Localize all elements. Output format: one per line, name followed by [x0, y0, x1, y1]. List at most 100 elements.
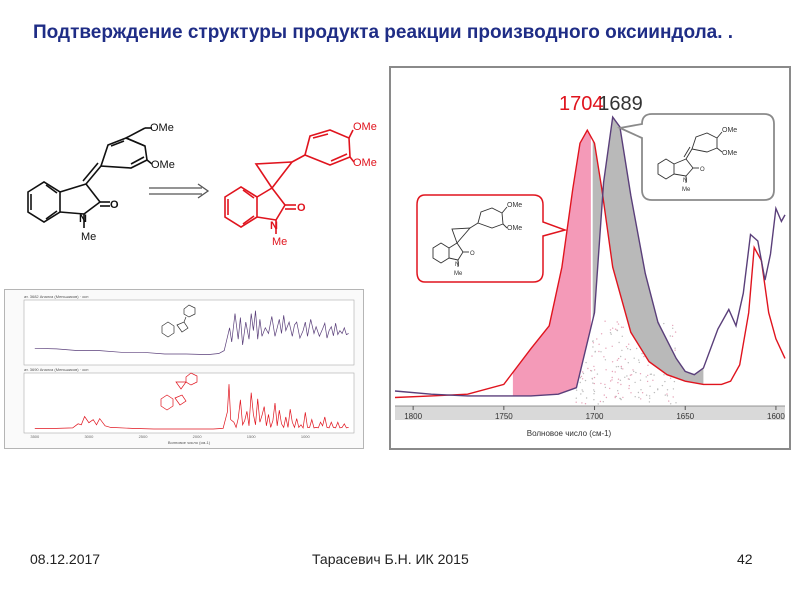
noise-dot — [635, 371, 637, 374]
noise-dot — [618, 341, 620, 344]
noise-dot — [633, 357, 635, 359]
noise-dot — [575, 401, 577, 403]
small-x-tick-label: 3500 — [30, 434, 40, 439]
small-x-tick-label: 3000 — [84, 434, 94, 439]
small-x-tick-label: 2000 — [193, 434, 203, 439]
gray-difference-fill — [592, 117, 704, 385]
mini-reactant-sketch — [161, 304, 196, 338]
noise-dot — [668, 400, 670, 402]
full-spectrum-xlabel: Волновое число (см-1) — [168, 440, 211, 445]
noise-dot — [581, 402, 583, 404]
x-tick-label: 1800 — [404, 412, 422, 421]
noise-dot — [592, 382, 594, 384]
noise-dot — [625, 346, 628, 348]
noise-dot — [592, 342, 595, 344]
noise-dot — [628, 387, 630, 390]
x-tick-label: 1700 — [586, 412, 604, 421]
noise-dot — [611, 361, 614, 363]
noise-dot — [605, 396, 608, 399]
noise-dot — [624, 376, 626, 378]
noise-dot — [666, 389, 669, 391]
noise-dot — [575, 397, 577, 399]
noise-dot — [620, 355, 622, 358]
noise-dot — [672, 396, 674, 398]
noise-dot — [622, 396, 624, 399]
full-spectrum-ticks: 3500 3000 2500 2000 1500 1000 — [30, 434, 310, 439]
footer-date: 08.12.2017 — [30, 551, 101, 567]
noise-dot — [611, 345, 613, 347]
noise-dot — [593, 399, 595, 401]
noise-dot — [605, 347, 607, 349]
noise-dot — [603, 394, 605, 396]
noise-dot — [621, 335, 623, 337]
noise-dot — [611, 376, 613, 379]
noise-dot — [649, 397, 651, 399]
noise-dot — [575, 389, 578, 391]
noise-dot — [593, 382, 595, 385]
noise-dot — [611, 379, 613, 381]
noise-dot — [599, 400, 602, 403]
noise-dot — [629, 374, 632, 376]
noise-dot — [600, 351, 602, 353]
product-ome-1: OMe — [353, 121, 377, 133]
noise-dot — [593, 393, 595, 395]
noise-dot — [592, 346, 594, 348]
noise-dot — [602, 401, 604, 403]
noise-dot — [672, 327, 674, 329]
noise-dot — [639, 379, 642, 381]
noise-dot — [617, 382, 619, 384]
noise-dot — [616, 329, 619, 332]
noise-dot — [582, 371, 584, 373]
panel2-header: ат. 3690 Анализ (Меньшиков) · осн — [24, 367, 89, 372]
noise-dot — [622, 326, 624, 328]
noise-dot — [636, 347, 638, 350]
noise-dot — [616, 321, 618, 323]
noise-dot — [604, 320, 606, 322]
noise-dot — [640, 398, 642, 400]
noise-dot — [637, 391, 640, 394]
noise-dot — [670, 403, 672, 405]
noise-dot — [597, 403, 599, 405]
noise-dot — [614, 328, 617, 330]
full-spectrum-chart: ат. 3682 Анализ (Меньшиков) · осн ат. 36… — [4, 289, 364, 449]
noise-dot — [604, 383, 606, 386]
reactant-carbonyl-o: O — [110, 199, 119, 211]
noise-dot — [620, 383, 622, 386]
noise-dot — [615, 366, 618, 368]
noise-dot — [617, 357, 620, 360]
noise-dot — [649, 385, 651, 387]
noise-dot — [580, 375, 583, 378]
full-spectrum-series — [34, 310, 349, 430]
noise-dot — [610, 333, 612, 335]
reactant-callout-me: Me — [682, 187, 691, 193]
noise-dot — [617, 392, 620, 395]
noise-dot — [639, 373, 642, 375]
noise-dot — [579, 377, 582, 379]
noise-dot — [646, 380, 649, 383]
noise-dot — [581, 378, 584, 380]
reactant-ome-1: OMe — [150, 122, 174, 134]
x-tick-label: 1600 — [767, 412, 785, 421]
noise-dot — [584, 403, 587, 405]
noise-dot — [593, 369, 596, 371]
pink-difference-fill — [512, 130, 591, 396]
noise-dot — [591, 377, 593, 380]
x-axis-bar — [395, 406, 785, 420]
small-x-tick-label: 2500 — [139, 434, 149, 439]
noise-dot — [634, 381, 636, 384]
noise-dot — [616, 359, 619, 361]
noise-dot — [674, 349, 676, 351]
noise-dot — [609, 380, 612, 382]
noise-dot — [585, 397, 588, 399]
noise-dot — [593, 390, 596, 393]
noise-dot — [592, 340, 594, 342]
noise-dot — [628, 378, 630, 380]
noise-dot — [666, 393, 668, 395]
noise-dot — [641, 352, 643, 355]
noise-dot — [632, 369, 634, 371]
noise-dot — [612, 327, 614, 329]
noise-dot — [657, 388, 659, 390]
reactant-callout-n: N — [683, 178, 687, 184]
noise-dot — [615, 395, 617, 398]
noise-dot — [617, 378, 620, 380]
